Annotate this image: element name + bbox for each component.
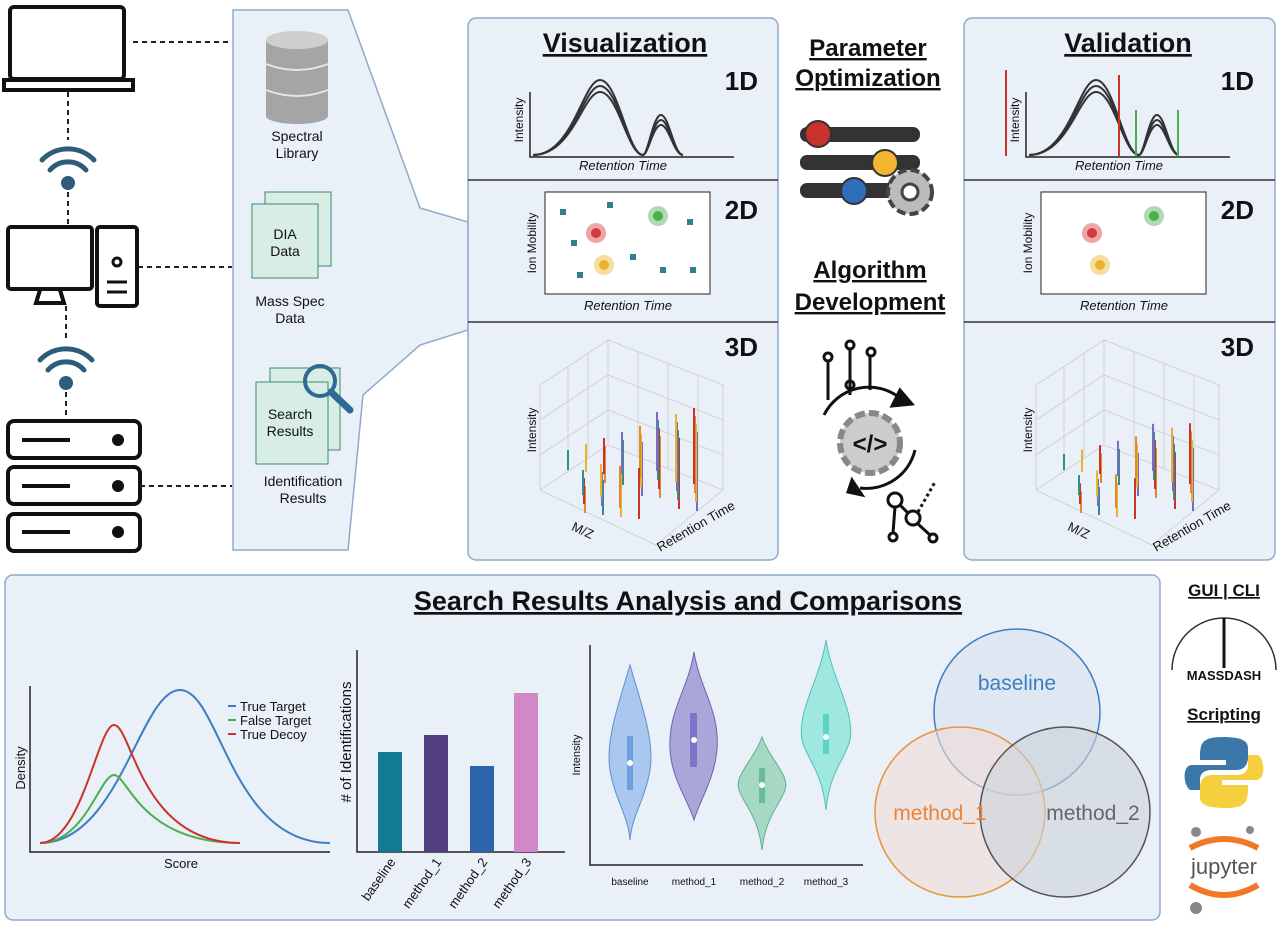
spot	[687, 219, 693, 225]
code-icon: </>	[853, 431, 888, 458]
icon-text: DIA	[273, 226, 297, 242]
dim-label: 1D	[1221, 66, 1254, 96]
sliders-icon	[800, 120, 934, 216]
magnifier	[303, 364, 337, 398]
dim-label: 3D	[1221, 332, 1254, 362]
axis-label: Intensity	[571, 734, 583, 775]
spot	[1149, 211, 1159, 221]
axis-label: Retention Time	[1075, 158, 1163, 173]
section-title: Optimization	[795, 65, 940, 92]
venn-circle	[979, 726, 1151, 898]
bar	[470, 766, 494, 852]
axis	[1025, 92, 1230, 158]
doc-icon	[251, 203, 319, 279]
source-label: Identification	[264, 473, 343, 489]
panel-title: Visualization	[543, 28, 708, 58]
spot	[577, 272, 583, 278]
sidebar-heading: GUI | CLI	[1188, 581, 1260, 600]
spot	[607, 202, 613, 208]
axis-label: Density	[13, 746, 28, 790]
dim-label: 2D	[1221, 195, 1254, 225]
plot-frame	[1040, 191, 1207, 295]
x-tick-label: method_3	[804, 877, 849, 888]
legend-label: True Decoy	[240, 727, 307, 742]
axis-label: # of Identifications	[338, 682, 355, 803]
axis-label: Ion Mobility	[525, 213, 539, 274]
plot-frame	[544, 191, 711, 295]
icon-text: Results	[267, 423, 314, 439]
dim-label: 2D	[725, 195, 758, 225]
bar	[424, 735, 448, 852]
grid-3d	[1035, 339, 1220, 546]
legend-label: False Target	[240, 713, 312, 728]
peak	[1028, 90, 1180, 157]
axis-label: Intensity	[1008, 98, 1022, 143]
axis-label: Intensity	[512, 98, 526, 143]
spot	[599, 260, 609, 270]
section-title: Algorithm	[813, 257, 926, 284]
devices	[2, 5, 232, 553]
section-title: Development	[795, 289, 946, 316]
spot	[630, 254, 636, 260]
icon-text: Data	[270, 243, 300, 259]
axis-label: Intensity	[1021, 408, 1035, 453]
x-tick-label: baseline	[611, 877, 649, 888]
axis-label: Score	[164, 856, 198, 871]
peak	[532, 90, 684, 157]
spot	[571, 240, 577, 246]
icon-text: Search	[268, 406, 312, 422]
section-title: Parameter	[809, 35, 926, 62]
algorithm-icon	[822, 339, 939, 544]
axis-label: Retention Time	[579, 158, 667, 173]
validation-plots: 1D Retention Time Intensity 2D Retention Tim…	[1005, 66, 1254, 554]
panel-title: Search Results Analysis and Comparisons	[414, 586, 962, 616]
spot	[660, 267, 666, 273]
source-label: Mass Spec	[255, 293, 324, 309]
axis-label: Ion Mobility	[1021, 213, 1035, 274]
venn-label: method_1	[893, 802, 986, 825]
database-icon	[265, 31, 329, 124]
visualization-plots: 1D Retention Time Intensity 2D Retention Tim…	[512, 66, 758, 554]
python-logo	[1184, 737, 1264, 808]
dim-label: 3D	[725, 332, 758, 362]
sidebar-heading: Scripting	[1187, 705, 1261, 724]
spot	[690, 267, 696, 273]
source-label: Results	[280, 490, 327, 506]
legend-label: True Target	[240, 699, 306, 714]
venn-label: baseline	[978, 672, 1056, 695]
axis-label: Retention Time	[1080, 298, 1168, 313]
x-tick-label: method_2	[740, 877, 785, 888]
analysis-panel	[4, 574, 1161, 921]
source-label: Data	[275, 310, 305, 326]
source-label: Spectral	[271, 128, 322, 144]
bar	[514, 693, 538, 852]
logo-text: jupyter	[1190, 854, 1257, 879]
bar	[378, 752, 402, 852]
dim-label: 1D	[725, 66, 758, 96]
axis-label: Retention Time	[584, 298, 672, 313]
axis	[529, 92, 734, 158]
grid-3d	[539, 339, 724, 546]
x-tick-label: method_1	[672, 877, 717, 888]
violins	[608, 639, 852, 851]
spot	[1095, 260, 1105, 270]
spot	[591, 228, 601, 238]
logo-text: MASSDASH	[1187, 668, 1261, 683]
source-label: Library	[276, 145, 319, 161]
spot	[1087, 228, 1097, 238]
panel-title: Validation	[1064, 28, 1192, 58]
venn-label: method_2	[1046, 802, 1139, 825]
spot	[653, 211, 663, 221]
spot	[560, 209, 566, 215]
axis-label: Intensity	[525, 408, 539, 453]
